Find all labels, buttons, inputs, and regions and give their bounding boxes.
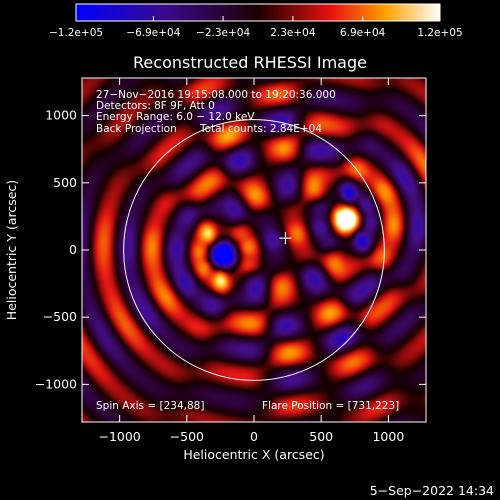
x-tick-label: −500 <box>170 429 204 444</box>
y-tick-label: 500 <box>53 175 77 190</box>
y-axis-label: Heliocentric Y (arcsec) <box>4 180 19 320</box>
axis-ticks: −1000 −500 0 500 1000 −1000 −500 0 500 1000 <box>35 78 426 444</box>
x-axis-label: Heliocentric X (arcsec) <box>183 447 324 462</box>
colorbar-gradient <box>75 3 441 22</box>
solar-limb-circle <box>123 119 385 381</box>
colorbar-tick-label: 2.3e+04 <box>270 27 316 39</box>
y-tick-label: −500 <box>43 309 77 324</box>
spin-axis-marker <box>279 232 292 245</box>
info-line-counts: Total counts: 2.84E+04 <box>199 123 322 135</box>
plot-area: −1000 −500 0 500 1000 −1000 −500 0 500 1000 <box>35 77 427 444</box>
timestamp: 5−Sep−2022 14:34 <box>370 483 494 498</box>
info-line-method: Back Projection <box>96 123 177 135</box>
colorbar-tick-label: 6.9e+04 <box>340 27 386 39</box>
colorbar-tick-label: −2.3e+04 <box>196 27 250 39</box>
colorbar-tick-label: −1.2e+05 <box>49 27 103 39</box>
flare-position-label: Flare Position = [731,223] <box>262 400 399 412</box>
info-line-energy: Energy Range: 6.0 − 12.0 keV <box>96 111 255 123</box>
x-tick-label: 500 <box>309 429 333 444</box>
colorbar-ticks: −1.2e+05 −6.9e+04 −2.3e+04 2.3e+04 6.9e+04 1.… <box>49 16 463 39</box>
heatmap-image <box>82 78 426 422</box>
colorbar-tick-label: 1.2e+05 <box>417 27 462 39</box>
y-tick-label: −1000 <box>35 376 77 391</box>
x-tick-label: 0 <box>250 429 258 444</box>
colorbar-tick-label: −6.9e+04 <box>126 27 180 39</box>
spin-axis-label: Spin Axis = [234,88] <box>96 400 204 412</box>
info-line-time: 27−Nov−2016 19:15:08.000 to 19:20:36.000 <box>96 89 336 101</box>
colorbar: −1.2e+05 −6.9e+04 −2.3e+04 2.3e+04 6.9e+04 1.… <box>49 3 463 39</box>
info-line-detectors: Detectors: 8F 9F, Att 0 <box>96 100 215 112</box>
chart-title: Reconstructed RHESSI Image <box>133 53 367 72</box>
x-tick-label: −1000 <box>98 429 140 444</box>
y-tick-label: 1000 <box>45 108 77 123</box>
x-tick-label: 1000 <box>372 429 404 444</box>
y-tick-label: 0 <box>69 242 77 257</box>
info-block: 27−Nov−2016 19:15:08.000 to 19:20:36.000… <box>96 89 336 135</box>
